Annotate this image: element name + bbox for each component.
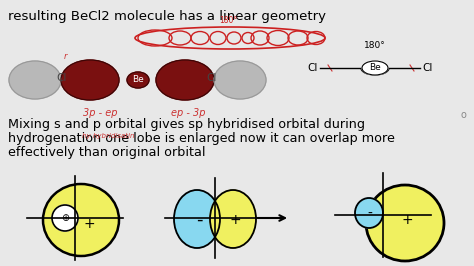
Text: resulting BeCl2 molecule has a linear geometry: resulting BeCl2 molecule has a linear ge… — [8, 10, 326, 23]
Ellipse shape — [174, 190, 220, 248]
Text: Cl: Cl — [308, 63, 318, 73]
Text: ⊕: ⊕ — [61, 213, 69, 223]
Ellipse shape — [9, 61, 61, 99]
Text: ep - 3p: ep - 3p — [171, 108, 205, 118]
Text: o: o — [460, 110, 466, 120]
Text: +: + — [83, 217, 95, 231]
Ellipse shape — [61, 60, 119, 100]
Circle shape — [52, 205, 78, 231]
Text: hy hybridisatin: hy hybridisatin — [82, 133, 135, 139]
Text: effectively than original orbital: effectively than original orbital — [8, 146, 206, 159]
Text: -: - — [367, 207, 373, 221]
Ellipse shape — [210, 190, 256, 248]
Text: 3p - ep: 3p - ep — [83, 108, 117, 118]
Ellipse shape — [43, 184, 119, 256]
Text: Be: Be — [369, 64, 381, 73]
Text: Cl: Cl — [207, 73, 217, 83]
Ellipse shape — [127, 72, 149, 88]
Text: r: r — [63, 52, 67, 61]
Text: Be: Be — [132, 76, 144, 85]
Ellipse shape — [366, 185, 444, 261]
Text: hydrogenation one lobe is enlarged now it can overlap more: hydrogenation one lobe is enlarged now i… — [8, 132, 395, 145]
Ellipse shape — [362, 61, 388, 75]
Text: -: - — [196, 211, 202, 229]
Ellipse shape — [214, 61, 266, 99]
Text: 180°: 180° — [364, 41, 386, 50]
Text: Mixing s and p orbital gives sp hybridised orbital during: Mixing s and p orbital gives sp hybridis… — [8, 118, 365, 131]
Ellipse shape — [355, 198, 383, 228]
Text: Cl: Cl — [57, 73, 67, 83]
Ellipse shape — [156, 60, 214, 100]
Text: +: + — [229, 213, 241, 227]
Text: 180°: 180° — [219, 16, 237, 25]
Text: +: + — [401, 213, 413, 227]
Text: Cl: Cl — [422, 63, 432, 73]
